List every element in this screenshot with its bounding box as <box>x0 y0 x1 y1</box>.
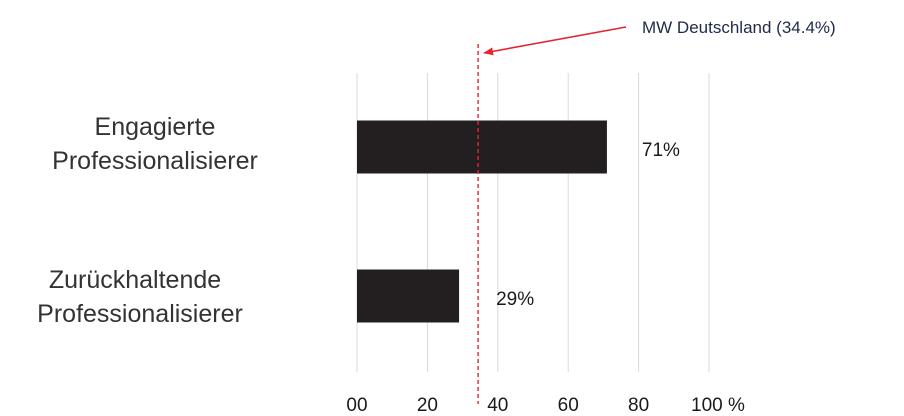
x-tick-label: 20 <box>417 395 438 416</box>
grid-lines <box>356 73 710 372</box>
data-label: 71% <box>642 140 680 161</box>
x-tick-label: 00 <box>346 395 367 416</box>
labels: 00 20 40 60 80 100 % Engagierte Professionalisi… <box>37 113 745 416</box>
category-label: Professionalisierer <box>52 147 258 175</box>
x-tick-label: 40 <box>487 395 508 416</box>
x-tick-label: 60 <box>558 395 579 416</box>
category-label: Zurückhaltende <box>49 266 221 294</box>
bars <box>357 120 607 323</box>
x-tick-label: 80 <box>628 395 649 416</box>
x-tick-label: 100 % <box>691 395 745 416</box>
reference-line-label: MW Deutschland (34.4%) <box>642 18 836 37</box>
bar <box>357 120 607 174</box>
reference-line-group: MW Deutschland (34.4%) <box>477 18 836 404</box>
category-label: Engagierte <box>95 113 216 141</box>
reference-arrow <box>483 26 627 56</box>
data-label: 29% <box>496 289 534 310</box>
bar <box>357 269 460 323</box>
category-label: Professionalisierer <box>37 300 243 328</box>
